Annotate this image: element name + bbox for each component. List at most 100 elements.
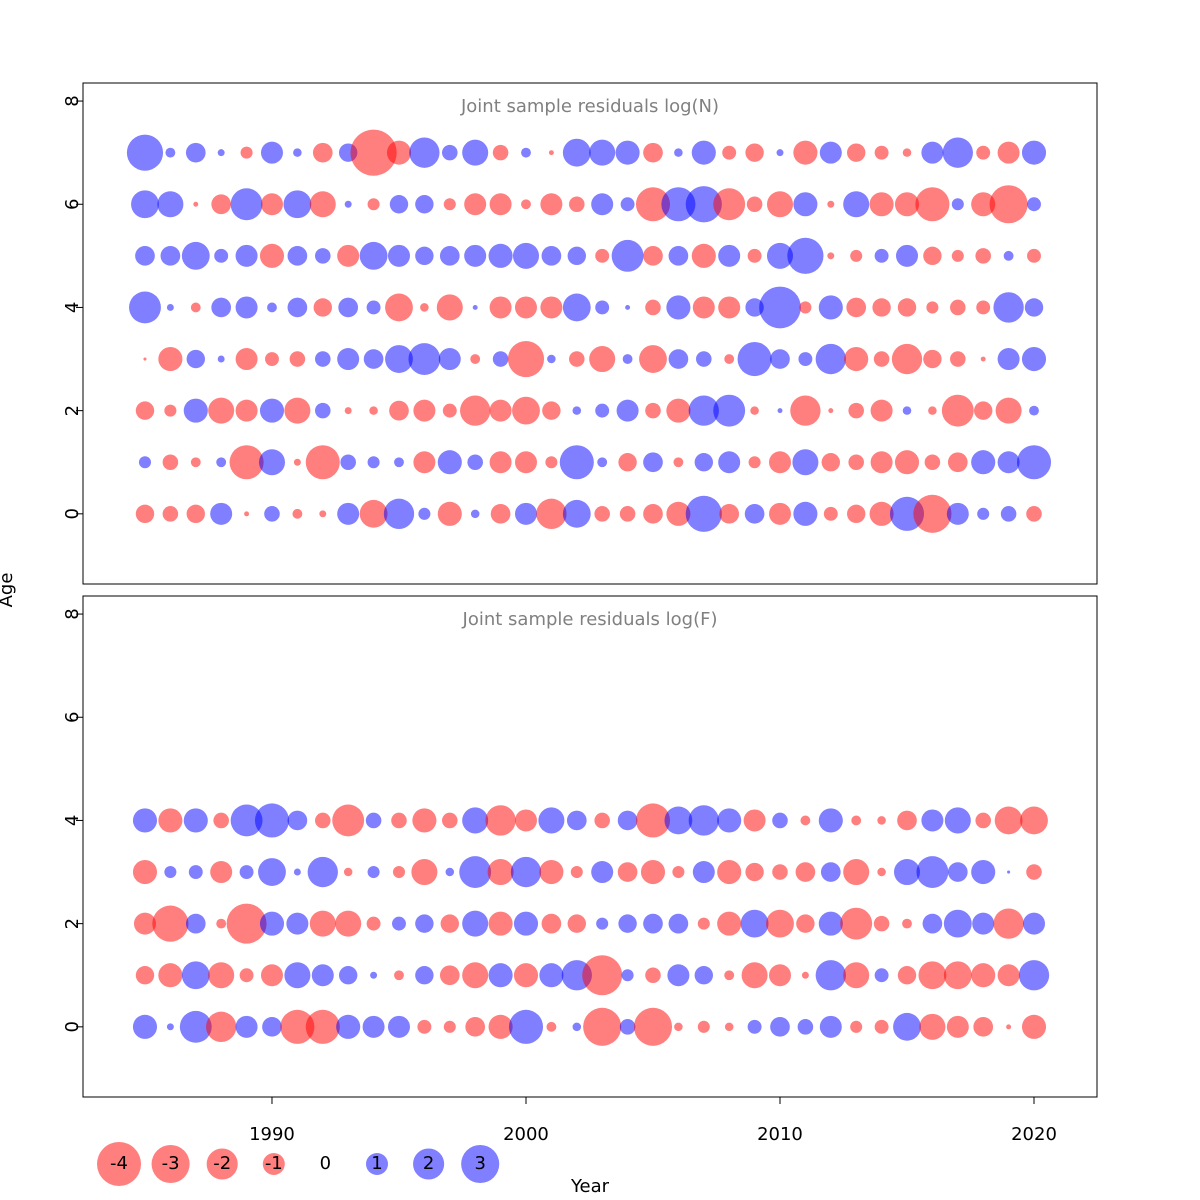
bubble <box>539 963 564 988</box>
bubble <box>673 457 684 468</box>
bubble <box>747 1019 762 1034</box>
bubble <box>1020 806 1048 835</box>
bubble <box>643 142 663 163</box>
bubble <box>924 454 941 471</box>
bubble <box>190 302 201 313</box>
bubble <box>793 501 818 526</box>
bubble <box>688 395 719 426</box>
bubble <box>235 399 258 422</box>
bubble <box>828 408 834 414</box>
bubble <box>718 296 741 319</box>
chart-title: Joint sample residuals log(F) <box>462 609 718 630</box>
bubble <box>442 144 458 161</box>
bubble <box>208 397 235 424</box>
bubble <box>819 141 842 164</box>
bubble <box>367 456 380 469</box>
bubble <box>921 809 944 832</box>
bubble <box>717 911 742 936</box>
bubble <box>126 134 164 171</box>
bubble <box>787 237 824 274</box>
bubble <box>229 445 264 480</box>
bubble <box>129 291 161 324</box>
bubble <box>472 304 478 310</box>
bubble <box>131 190 159 219</box>
x-tick-label: 2010 <box>757 1124 803 1145</box>
bubble <box>188 865 203 879</box>
bubble <box>691 243 716 268</box>
bubble <box>305 445 340 480</box>
bubble <box>643 246 663 266</box>
bubble <box>768 451 791 474</box>
bubble <box>267 302 277 313</box>
bubble <box>1003 250 1014 261</box>
bubble <box>777 408 783 414</box>
bubble <box>795 862 816 882</box>
bubble <box>186 349 205 369</box>
bubble <box>462 139 489 166</box>
bubble <box>971 192 996 217</box>
bubble <box>799 301 812 314</box>
bubble <box>158 346 183 372</box>
bubble <box>158 808 183 833</box>
bubble <box>926 301 939 314</box>
bubble <box>591 193 614 216</box>
bubble <box>745 298 764 317</box>
bubble <box>335 910 362 937</box>
bubble <box>718 244 741 267</box>
bubble <box>309 191 336 218</box>
bubble <box>258 858 286 886</box>
bubble <box>135 401 155 420</box>
bubble <box>283 190 312 219</box>
bubble <box>415 246 434 266</box>
bubble <box>589 139 616 166</box>
bubble <box>293 148 302 157</box>
bubble <box>1006 1024 1012 1030</box>
bubble <box>846 297 867 318</box>
bubble <box>951 249 964 262</box>
bubble <box>337 348 360 371</box>
bubble <box>181 241 210 270</box>
legend-label: -1 <box>265 1153 283 1174</box>
bubble <box>521 147 531 158</box>
bubble <box>313 298 332 317</box>
bubble <box>667 964 690 987</box>
bubble <box>950 351 966 367</box>
bubble <box>616 399 639 422</box>
bubble <box>619 506 636 522</box>
x-tick-label: 2000 <box>503 1124 549 1145</box>
bubble <box>902 148 912 157</box>
bubble <box>897 298 917 317</box>
bubble <box>792 449 819 476</box>
bubble <box>385 293 413 322</box>
bubble <box>617 810 638 831</box>
bubble <box>915 187 950 222</box>
bubble <box>692 296 715 319</box>
legend-label: -3 <box>162 1153 180 1174</box>
bubble <box>823 506 838 521</box>
bubble <box>922 913 943 934</box>
bubble <box>389 400 409 421</box>
bubble <box>158 963 183 988</box>
bubble <box>569 351 585 367</box>
bubble <box>210 861 233 884</box>
legend-bubble <box>413 1148 445 1180</box>
bubble <box>548 150 554 156</box>
bubble <box>415 966 434 985</box>
bubble <box>995 397 1022 424</box>
bubble <box>492 144 509 161</box>
bubble <box>394 457 404 468</box>
bubble <box>1021 140 1047 165</box>
bubble <box>540 296 563 319</box>
bubble <box>512 242 540 269</box>
bubble <box>643 503 663 524</box>
bubble <box>997 348 1020 371</box>
y-tick-label: 6 <box>62 199 83 210</box>
bubble <box>815 343 846 375</box>
bubble <box>635 803 671 838</box>
bubble <box>668 349 689 369</box>
bubble <box>289 351 306 367</box>
bubble <box>713 188 746 221</box>
bubble <box>179 1010 212 1043</box>
bubble <box>1021 346 1047 372</box>
bubble <box>840 907 873 940</box>
